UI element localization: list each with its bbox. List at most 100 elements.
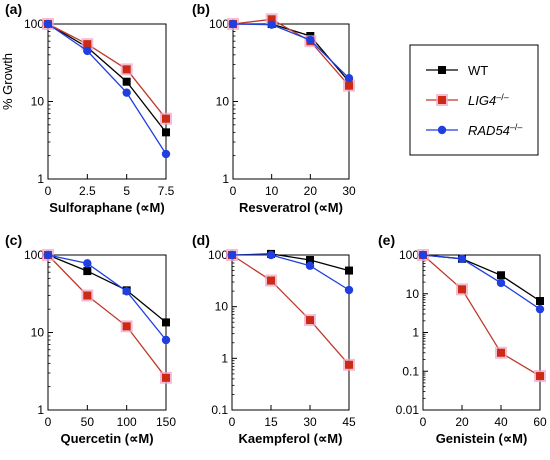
- data-point-rad54: [535, 304, 545, 314]
- y-tick-label: 0.1: [402, 364, 419, 378]
- series-wt: [44, 20, 170, 137]
- y-tick-label: 10: [216, 95, 230, 109]
- data-point-rad54: [266, 250, 276, 260]
- data-point-rad54: [344, 285, 354, 295]
- y-axis-label: % Growth: [0, 53, 15, 110]
- panel-label: (e): [378, 232, 395, 248]
- y-tick-label: 0.1: [211, 403, 228, 417]
- series-line-wt: [47, 254, 167, 323]
- series-wt: [419, 251, 544, 305]
- y-tick-label: 100: [209, 17, 229, 31]
- series-line-lig4: [422, 254, 541, 377]
- data-point-lig4: [83, 291, 92, 300]
- y-tick-label: 100: [399, 248, 419, 262]
- data-point-rad54: [122, 287, 131, 296]
- y-tick-label: 100: [24, 248, 44, 262]
- series-rad54: [43, 250, 171, 345]
- x-tick-label: 40: [494, 415, 508, 429]
- data-point-lig4: [83, 40, 92, 49]
- series-rad54: [418, 250, 545, 314]
- x-tick-label: 5: [123, 184, 130, 198]
- series-line-lig4: [47, 254, 167, 379]
- data-point-wt: [162, 128, 170, 137]
- series-line-rad54: [232, 23, 350, 79]
- series-line-wt: [231, 253, 350, 272]
- plot-frame: [47, 254, 167, 411]
- data-point-wt: [497, 271, 505, 280]
- y-tick-label: 10: [406, 287, 420, 301]
- legend-marker-rad54: [437, 125, 447, 135]
- legend-label-superscript: –/–: [496, 92, 509, 102]
- x-axis-label: Sulforaphane (∝M): [49, 200, 164, 215]
- x-axis-label: Genistein (∝M): [436, 431, 528, 446]
- y-tick-label: 0.01: [396, 403, 420, 417]
- series-line-wt: [47, 23, 167, 133]
- data-point-lig4: [267, 276, 275, 285]
- series-rad54: [43, 19, 171, 159]
- data-point-rad54: [161, 149, 171, 159]
- x-axis-label: Resveratrol (∝M): [239, 200, 343, 215]
- y-tick-label: 1: [37, 172, 44, 186]
- data-point-lig4: [458, 285, 466, 294]
- series-line-rad54: [232, 254, 350, 291]
- data-point-lig4: [162, 114, 170, 123]
- series-wt: [44, 251, 170, 327]
- chart-panel-5: 0.01 0.1 1 10 100 0 20 40 60 Genistein (∝M) (e): [378, 232, 547, 446]
- x-tick-label: 7.5: [158, 184, 175, 198]
- legend-label-text: RAD54: [468, 123, 510, 138]
- x-tick-label: 2.5: [79, 184, 96, 198]
- legend-label-text: WT: [468, 63, 488, 78]
- chart-panel-4: 0.1 1 10 100 0 15 30 45 Kaempferol (∝M) (d): [192, 232, 356, 446]
- data-point-rad54: [418, 250, 428, 260]
- x-tick-label: 15: [264, 415, 278, 429]
- x-tick-label: 0: [420, 415, 427, 429]
- x-tick-label: 30: [342, 184, 356, 198]
- data-point-rad54: [161, 335, 171, 345]
- data-point-rad54: [83, 46, 92, 56]
- x-tick-label: 30: [303, 415, 317, 429]
- data-point-rad54: [43, 19, 53, 29]
- legend-marker-lig4: [438, 96, 446, 104]
- x-tick-label: 0: [230, 184, 237, 198]
- series-wt: [228, 249, 353, 275]
- series-rad54: [227, 250, 354, 295]
- plot-frame: [422, 254, 541, 411]
- chart-panel-1: 1 10 100 0 2.5 5 7.5 Sulforaphane (∝M) % Growth (…: [0, 1, 175, 215]
- data-point-lig4: [345, 81, 353, 90]
- series-line-rad54: [422, 254, 541, 310]
- x-tick-label: 0: [45, 415, 52, 429]
- series-lig4: [417, 249, 546, 383]
- plot-frame: [47, 23, 167, 180]
- y-tick-label: 10: [215, 300, 229, 314]
- series-rad54: [228, 19, 354, 83]
- data-point-rad54: [228, 19, 238, 29]
- data-point-lig4: [306, 316, 314, 325]
- data-point-lig4: [122, 65, 131, 74]
- series-line-lig4: [232, 18, 350, 87]
- data-point-wt: [122, 77, 131, 86]
- series-line-rad54: [47, 23, 167, 155]
- x-axis-label: Quercetin (∝M): [60, 431, 153, 446]
- x-tick-label: 45: [342, 415, 356, 429]
- plot-frame: [231, 254, 350, 411]
- panel-label: (c): [5, 232, 22, 248]
- panel-label: (b): [192, 1, 210, 17]
- data-point-lig4: [162, 373, 170, 382]
- data-point-rad54: [122, 88, 131, 97]
- data-point-rad54: [457, 254, 467, 263]
- y-tick-label: 1: [37, 403, 44, 417]
- x-tick-label: 0: [229, 415, 236, 429]
- panel-label: (d): [192, 232, 210, 248]
- y-tick-label: 10: [31, 326, 45, 340]
- data-point-rad54: [227, 250, 237, 260]
- series-lig4: [42, 249, 172, 384]
- data-point-lig4: [345, 360, 353, 369]
- data-point-lig4: [122, 322, 131, 331]
- data-point-rad54: [344, 73, 354, 83]
- x-tick-label: 20: [455, 415, 469, 429]
- legend-label-lig4: LIG4–/–: [468, 92, 509, 108]
- legend-label-wt: WT: [468, 63, 488, 78]
